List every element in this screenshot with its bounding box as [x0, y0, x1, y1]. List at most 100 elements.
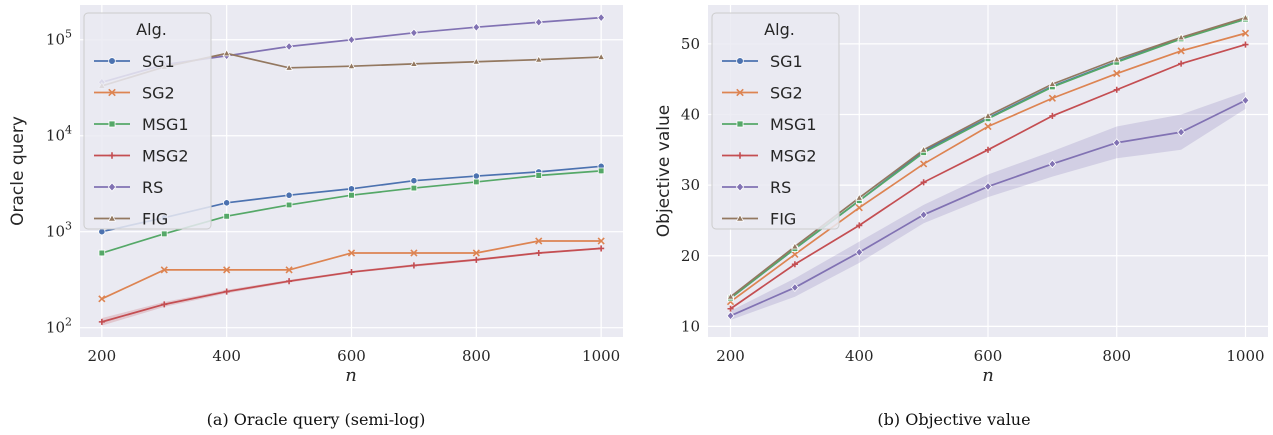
point-msg1 — [348, 191, 355, 199]
point-sg1 — [285, 191, 293, 199]
x-tick-label: 1000 — [582, 347, 620, 365]
point-msg2 — [791, 261, 798, 268]
point-fig — [597, 52, 606, 60]
point-msg2 — [920, 179, 927, 186]
point-sg2 — [1177, 47, 1185, 55]
legend-label: MSG1 — [142, 115, 189, 134]
point-rs — [409, 28, 418, 38]
point-fig — [919, 145, 928, 153]
y-tick-label: 103 — [46, 220, 72, 241]
legend-label: FIG — [142, 210, 168, 229]
series-msg2 — [98, 245, 605, 325]
point-fig — [1048, 79, 1057, 87]
legend-title: Alg. — [764, 20, 795, 39]
point-fig — [347, 61, 356, 70]
point-msg1 — [160, 230, 168, 238]
legend-marker — [107, 214, 117, 222]
legend-item-sg2: SG2 — [722, 84, 803, 103]
legend-label: MSG1 — [770, 115, 817, 134]
legend-marker — [736, 57, 744, 65]
legend-marker — [735, 182, 745, 192]
point-rs — [1048, 159, 1057, 169]
point-fig — [222, 49, 231, 57]
point-sg2 — [855, 204, 863, 212]
series-sg2 — [726, 29, 1250, 306]
series-sg2 — [98, 237, 605, 303]
y-tick-label: 50 — [681, 35, 700, 53]
band-rs — [730, 91, 1246, 321]
legend-box — [83, 12, 212, 230]
point-fig — [534, 55, 543, 63]
legend-marker — [735, 214, 745, 222]
point-msg2 — [286, 278, 293, 285]
legend-item-sg1: SG1 — [94, 52, 175, 71]
legend-item-fig: FIG — [94, 210, 168, 229]
point-fig — [285, 63, 294, 71]
point-msg2 — [984, 146, 992, 153]
point-sg2 — [920, 160, 928, 168]
point-fig — [1241, 13, 1250, 21]
tick-labels: 200 400 600 800 1000 10 20 30 40 50 — [681, 35, 1265, 365]
legend-item-msg2: MSG2 — [722, 147, 817, 166]
legend-item-sg1: SG1 — [722, 52, 803, 71]
point-sg2 — [410, 249, 418, 257]
point-msg2 — [473, 256, 480, 263]
legend-item-rs: RS — [94, 178, 163, 197]
point-fig — [855, 193, 864, 201]
point-sg2 — [1048, 94, 1056, 102]
y-axis-label: Objective value — [654, 105, 674, 237]
legend-marker — [107, 182, 117, 192]
x-tick-label: 400 — [212, 347, 241, 365]
point-sg1 — [223, 199, 231, 207]
y-tick-label: 40 — [681, 105, 700, 123]
legend-marker — [108, 88, 116, 97]
point-sg1 — [410, 177, 418, 185]
point-rs — [347, 35, 356, 45]
series-rs — [726, 95, 1250, 321]
point-rs — [285, 42, 294, 51]
point-sg1 — [347, 185, 356, 193]
point-msg1 — [223, 212, 230, 220]
legend-marker — [736, 120, 744, 128]
x-axis-label: n — [982, 365, 994, 386]
legend-title: Alg. — [136, 20, 167, 39]
point-sg2 — [984, 122, 992, 131]
y-axis-label: Oracle query — [8, 116, 28, 226]
point-sg2 — [1241, 29, 1250, 37]
legend-item-msg1: MSG1 — [722, 115, 817, 134]
legend-item-msg1: MSG1 — [94, 115, 189, 134]
point-rs — [726, 311, 735, 321]
point-sg2 — [472, 249, 480, 257]
x-tick-label: 400 — [845, 347, 874, 365]
legend-label: MSG2 — [770, 147, 817, 166]
legend-label: SG1 — [142, 52, 175, 71]
x-tick-label: 200 — [88, 347, 117, 365]
point-fig — [1112, 55, 1121, 63]
point-sg2 — [791, 250, 799, 258]
point-fig — [726, 292, 735, 300]
legend: Alg. SG1 SG2 MSG1 MSG2 RS FIG — [83, 12, 212, 230]
x-tick-label: 1000 — [1226, 347, 1264, 365]
point-msg2 — [98, 318, 105, 325]
point-sg2 — [535, 237, 543, 245]
point-rs — [534, 17, 543, 27]
legend-label: MSG2 — [142, 147, 189, 166]
series-lines — [726, 13, 1250, 321]
legend-marker — [736, 88, 744, 97]
point-msg2 — [1178, 60, 1185, 67]
series-fig — [726, 13, 1250, 300]
point-rs — [790, 283, 799, 293]
point-fig — [409, 59, 418, 67]
x-tick-label: 600 — [337, 347, 366, 365]
legend-item-sg2: SG2 — [94, 84, 175, 103]
x-tick-label: 200 — [716, 347, 745, 365]
legend-marker — [736, 152, 744, 159]
point-rs — [855, 247, 864, 257]
point-fig — [1177, 33, 1186, 41]
legend-label: RS — [142, 178, 163, 197]
tick-labels: 200 400 600 800 1000 102 103 104 105 — [46, 28, 620, 365]
point-msg1 — [98, 249, 106, 257]
legend-item-msg2: MSG2 — [94, 147, 189, 166]
point-fig — [790, 242, 799, 250]
point-msg2 — [598, 245, 605, 252]
